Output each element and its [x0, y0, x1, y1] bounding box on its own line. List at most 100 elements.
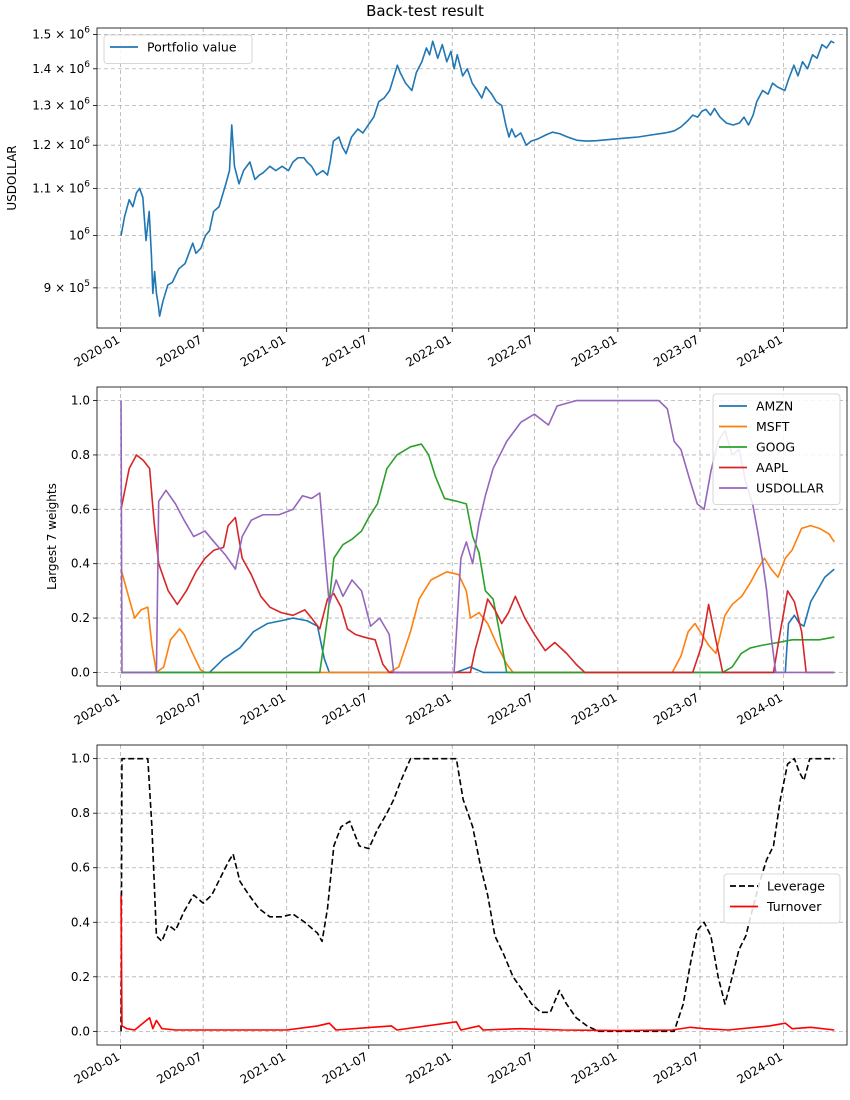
legend-label-goog: GOOG [756, 440, 795, 455]
y-tick-label: 1.2 × 106 [32, 136, 90, 152]
tick-exponent: 6 [84, 97, 90, 107]
tick-times-ten: × 10 [51, 62, 84, 76]
tick-mantissa: 1.2 [32, 138, 51, 152]
y-axis-title: Largest 7 weights [45, 483, 59, 590]
tick-times-ten: × 10 [51, 181, 84, 195]
y-tick-label: 0.8 [71, 806, 90, 820]
y-axis: 0.0 0.2 0.4 0.6 0.8 1.0 [71, 752, 97, 1038]
x-tick-label: 2023-01 [569, 1049, 619, 1086]
x-tick-label: 2021-01 [238, 690, 288, 727]
series-line-amzn [121, 568, 835, 674]
tick-exponent: 6 [84, 227, 90, 237]
grid [97, 745, 847, 1045]
tick-times-ten: × 10 [51, 28, 84, 42]
series-line-portfolio-value [120, 40, 835, 317]
x-axis: 2020-01 2020-07 2021-01 2021-07 2022-01 2022-… [72, 328, 785, 370]
x-tick-label: 2024-01 [735, 332, 785, 369]
x-axis: 2020-01 2020-07 2021-01 2021-07 2022-01 2022-… [72, 686, 785, 728]
legend: AMZN MSFT GOOG AAPL USDOLLAR [712, 393, 841, 505]
x-tick-label: 2023-07 [651, 1049, 701, 1086]
x-tick-label: 2020-01 [72, 1049, 122, 1086]
tick-exponent: 6 [84, 179, 90, 189]
y-tick-label: 0.0 [71, 665, 90, 679]
y-tick-label: 106 [69, 227, 90, 243]
series-group [120, 757, 835, 1033]
tick-mantissa: 9 [44, 281, 52, 295]
tick-mantissa: 1.4 [32, 62, 51, 76]
x-tick-label: 2024-01 [735, 690, 785, 727]
x-tick-label: 2020-01 [72, 690, 122, 727]
panel-portfolio-value: 2020-01 2020-07 2021-01 2021-07 2022-01 2022-… [5, 26, 848, 370]
tick-mantissa: 1.1 [32, 181, 51, 195]
x-tick-label: 2023-07 [651, 690, 701, 727]
legend-label-portfolio-value: Portfolio value [147, 40, 237, 55]
x-tick-label: 2021-07 [320, 1049, 370, 1086]
tick-exponent: 6 [84, 60, 90, 70]
legend: Portfolio value [103, 34, 253, 64]
tick-times-ten: × 10 [51, 99, 84, 113]
legend-label-turnover: Turnover [766, 899, 822, 914]
y-tick-label: 0.8 [71, 448, 90, 462]
x-tick-label: 2021-07 [320, 690, 370, 727]
tick-times-ten: × 10 [51, 281, 84, 295]
legend-label-msft: MSFT [756, 419, 790, 434]
y-tick-label: 0.6 [71, 502, 90, 516]
y-tick-label: 1.4 × 106 [32, 60, 90, 76]
x-tick-label: 2023-01 [569, 332, 619, 369]
y-axis-title: USDOLLAR [5, 145, 19, 210]
x-axis: 2020-01 2020-07 2021-01 2021-07 2022-01 2022-… [72, 1045, 785, 1087]
panel-leverage-turnover: 2020-01 2020-07 2021-01 2021-07 2022-01 2022-… [71, 744, 848, 1087]
x-tick-label: 2022-01 [403, 690, 453, 727]
y-tick-label: 9 × 105 [44, 279, 90, 295]
legend-label-amzn: AMZN [756, 399, 793, 414]
y-tick-label: 1.5 × 106 [32, 26, 90, 42]
y-tick-label: 0.0 [71, 1024, 90, 1038]
x-tick-label: 2023-01 [569, 690, 619, 727]
figure-title: Back-test result [366, 2, 484, 20]
series-line-msft [120, 524, 835, 674]
series-line-leverage [120, 757, 835, 1033]
grid [97, 28, 847, 328]
tick-exponent: 6 [84, 136, 90, 146]
x-tick-label: 2021-01 [238, 332, 288, 369]
x-tick-label: 2020-07 [154, 332, 204, 369]
x-tick-label: 2021-01 [238, 1049, 288, 1086]
series-group [120, 40, 835, 317]
y-tick-label: 1.1 × 106 [32, 179, 90, 195]
tick-mantissa: 1.3 [32, 99, 51, 113]
axes-frame [96, 744, 848, 1046]
x-tick-label: 2022-07 [485, 332, 535, 369]
legend: Leverage Turnover [723, 873, 841, 924]
x-tick-label: 2022-01 [403, 1049, 453, 1086]
y-tick-label: 0.4 [71, 557, 90, 571]
y-tick-label: 1.0 [71, 752, 90, 766]
legend-frame [712, 393, 841, 505]
x-tick-label: 2020-07 [154, 1049, 204, 1086]
legend-label-aapl: AAPL [756, 460, 788, 475]
y-tick-label: 1.0 [71, 394, 90, 408]
tick-times-ten: × 10 [51, 138, 84, 152]
legend-label-usdollar: USDOLLAR [756, 481, 824, 496]
y-tick-label: 0.2 [71, 611, 90, 625]
series-line-turnover [120, 894, 835, 1032]
x-tick-label: 2022-01 [403, 332, 453, 369]
tick-mantissa: 1.5 [32, 28, 51, 42]
x-tick-label: 2022-07 [485, 690, 535, 727]
x-tick-label: 2020-01 [72, 332, 122, 369]
axes-frame [96, 386, 848, 687]
series-line-aapl [120, 454, 835, 674]
x-tick-label: 2024-01 [735, 1049, 785, 1086]
axes-frame [96, 27, 848, 329]
y-tick-label: 0.6 [71, 861, 90, 875]
x-tick-label: 2021-07 [320, 332, 370, 369]
legend-label-leverage: Leverage [767, 879, 825, 894]
y-axis: 0.0 0.2 0.4 0.6 0.8 1.0 [71, 394, 97, 679]
x-tick-label: 2022-07 [485, 1049, 535, 1086]
tick-times-ten: 10 [69, 229, 84, 243]
series-line-goog [121, 443, 835, 674]
x-tick-label: 2023-07 [651, 332, 701, 369]
tick-exponent: 5 [84, 279, 90, 289]
tick-exponent: 6 [84, 26, 90, 36]
